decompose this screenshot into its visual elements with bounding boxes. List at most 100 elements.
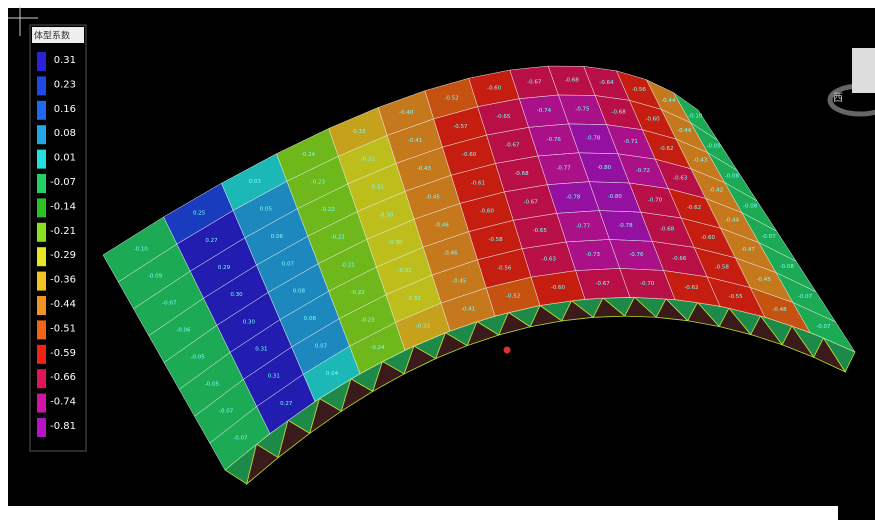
- panel-value: -0.56: [497, 265, 512, 271]
- legend-swatch: [37, 76, 46, 95]
- panel-value: -0.30: [388, 240, 403, 246]
- panel-value: -0.61: [471, 180, 485, 186]
- panel-value: -0.71: [624, 139, 638, 145]
- scene: 体型系数 西 0.310.230.160.080.01-0.07-0.14-0.…: [0, 0, 875, 520]
- legend-swatch: [37, 125, 46, 144]
- panel-value: -0.45: [426, 194, 441, 200]
- panel-value: -0.24: [370, 345, 385, 351]
- panel-value: -0.68: [565, 78, 580, 84]
- legend-swatch: [37, 52, 46, 71]
- panel-value: -0.62: [659, 146, 673, 152]
- panel-value: -0.08: [743, 204, 758, 210]
- panel-value: -0.74: [537, 108, 552, 114]
- panel-value: -0.32: [360, 157, 374, 163]
- panel-value: -0.78: [618, 223, 633, 229]
- panel-value: -0.62: [687, 205, 701, 211]
- panel-value: -0.31: [370, 184, 384, 190]
- viewport: 体型系数 西 0.310.230.160.080.01-0.07-0.14-0.…: [0, 0, 875, 520]
- panel-value: -0.43: [417, 166, 432, 172]
- panel-value: -0.23: [360, 317, 375, 323]
- panel-value: -0.22: [351, 290, 365, 296]
- legend-swatch: [37, 345, 46, 364]
- panel-value: -0.67: [595, 281, 610, 287]
- panel-value: -0.41: [408, 138, 422, 144]
- panel-value: -0.67: [527, 79, 542, 85]
- panel-value: -0.44: [661, 98, 676, 104]
- panel-value: -0.40: [399, 110, 414, 116]
- panel-value: -0.58: [488, 237, 503, 243]
- legend-swatch: [37, 272, 46, 291]
- panel-value: 0.27: [280, 401, 293, 407]
- panel-value: -0.07: [162, 300, 177, 306]
- panel-value: -0.07: [816, 324, 831, 330]
- panel-value: -0.70: [648, 197, 663, 203]
- legend-swatch: [37, 369, 46, 388]
- panel-value: 0.08: [293, 289, 306, 295]
- panel-value: -0.48: [772, 307, 787, 313]
- panel-value: -0.60: [701, 235, 716, 241]
- panel-value: -0.22: [321, 207, 335, 213]
- panel-value: -0.63: [673, 176, 688, 182]
- panel-value: -0.65: [533, 228, 548, 234]
- cube: [852, 48, 875, 93]
- panel-value: -0.72: [636, 168, 650, 174]
- panel-value: -0.33: [416, 324, 431, 330]
- legend-label: -0.36: [50, 275, 76, 286]
- panel-value: -0.09: [148, 273, 163, 279]
- panel-value: -0.52: [506, 294, 520, 300]
- panel-value: -0.44: [677, 128, 692, 134]
- panel-value: -0.60: [551, 285, 566, 291]
- legend-label: -0.51: [50, 323, 76, 334]
- panel-value: -0.60: [462, 152, 477, 158]
- panel-value: -0.68: [660, 227, 675, 233]
- panel-value: 0.30: [243, 319, 256, 325]
- panel-value: -0.23: [311, 179, 326, 185]
- panel-value: -0.70: [640, 281, 655, 287]
- panel-value: -0.76: [629, 252, 644, 258]
- panel-value: -0.32: [407, 296, 421, 302]
- legend-label: -0.44: [50, 299, 76, 310]
- panel-value: -0.57: [453, 124, 468, 130]
- panel-value: -0.63: [542, 257, 557, 263]
- panel-value: 0.25: [193, 211, 206, 217]
- panel-value: -0.05: [191, 354, 206, 360]
- legend-swatch: [37, 247, 46, 266]
- legend-swatch: [37, 296, 46, 315]
- panel-value: -0.33: [351, 129, 366, 135]
- legend-swatch: [37, 150, 46, 169]
- panel-value: -0.44: [725, 217, 740, 223]
- panel-value: -0.80: [597, 165, 612, 171]
- panel-value: 0.03: [249, 179, 262, 185]
- panel-value: -0.68: [612, 109, 627, 115]
- panel-value: -0.06: [176, 327, 191, 333]
- legend-label: -0.07: [50, 177, 76, 188]
- panel-value: -0.52: [444, 96, 458, 102]
- legend-title: 体型系数: [34, 30, 70, 42]
- panel-value: -0.78: [566, 194, 581, 200]
- panel-value: -0.77: [576, 223, 591, 229]
- legend-swatch: [37, 223, 46, 242]
- legend-swatch: [37, 418, 46, 437]
- legend-label: 0.16: [54, 104, 76, 115]
- panel-value: -0.07: [798, 294, 813, 300]
- panel-value: -0.24: [301, 152, 316, 158]
- panel-value: 0.04: [326, 371, 339, 377]
- panel-value: 0.27: [205, 238, 218, 244]
- panel-value: -0.67: [505, 142, 520, 148]
- panel-value: -0.10: [688, 113, 703, 119]
- panel-value: -0.47: [741, 247, 756, 253]
- panel-value: -0.08: [780, 264, 795, 270]
- panel-value: -0.07: [219, 408, 234, 414]
- panel-value: -0.65: [496, 114, 511, 120]
- panel-value: -0.09: [706, 143, 721, 149]
- panel-value: -0.21: [331, 235, 345, 241]
- legend-swatch: [37, 174, 46, 193]
- panel-value: -0.78: [586, 136, 601, 142]
- panel-value: -0.75: [575, 107, 590, 113]
- legend-swatch: [37, 394, 46, 413]
- panel-value: -0.60: [480, 209, 495, 215]
- panel-value: -0.60: [487, 85, 502, 91]
- panel-value: -0.60: [645, 117, 660, 123]
- compass-label: 西: [833, 93, 843, 104]
- panel-value: -0.42: [709, 188, 723, 194]
